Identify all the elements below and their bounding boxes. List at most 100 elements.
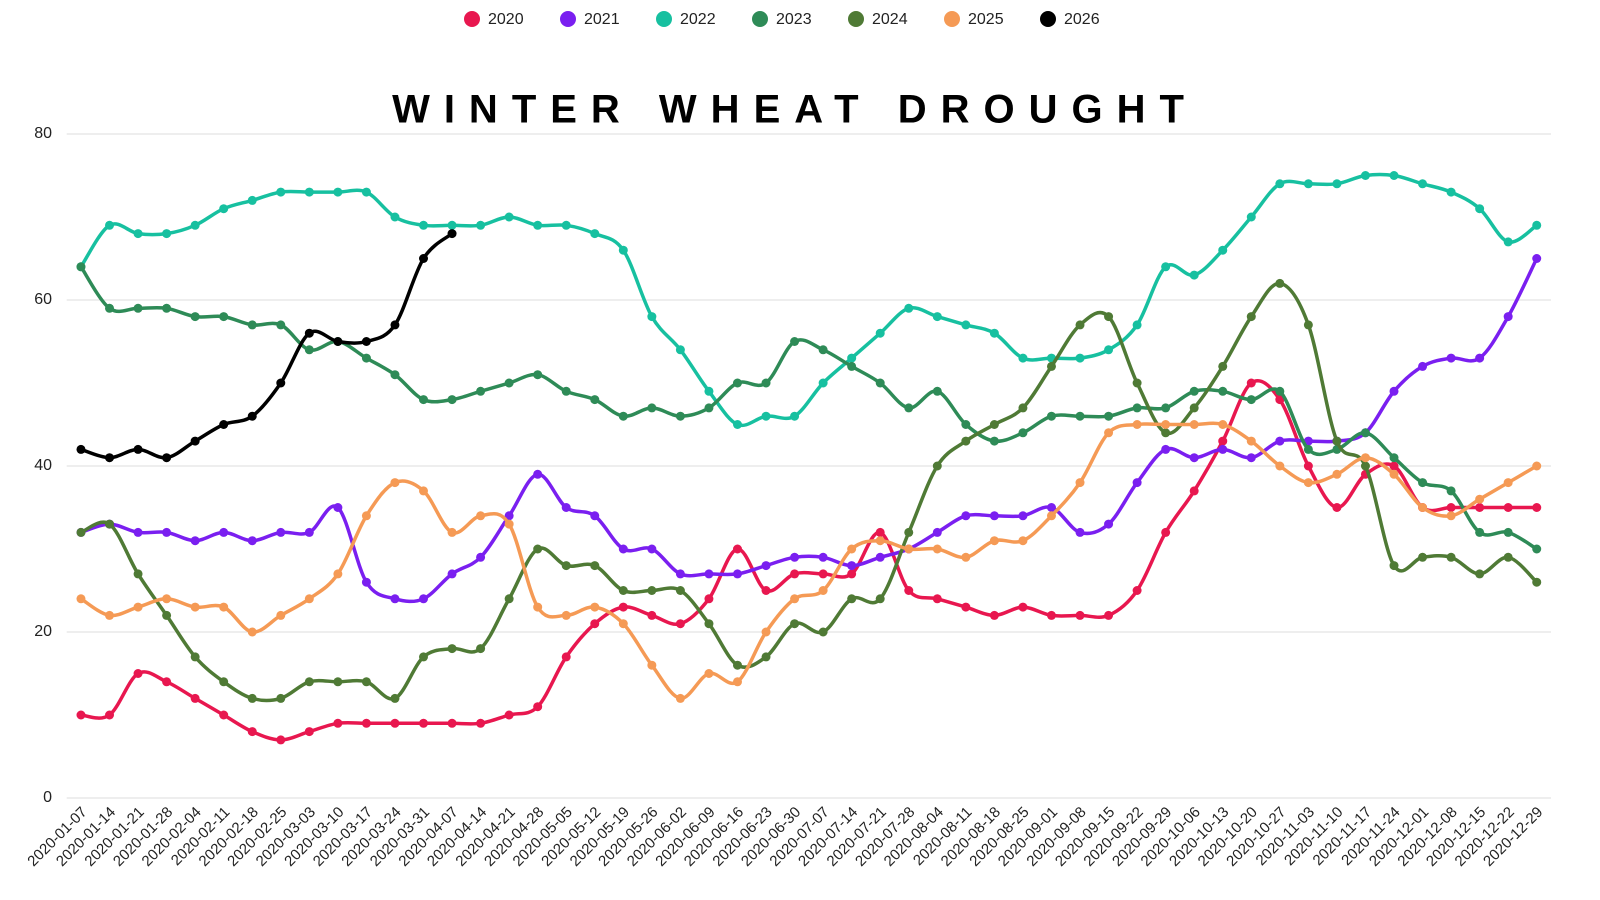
point (1275, 436, 1285, 446)
point (961, 511, 971, 521)
point (590, 602, 600, 612)
point (618, 411, 628, 421)
point (790, 594, 800, 604)
point (1303, 478, 1313, 488)
point (704, 594, 714, 604)
point (818, 627, 828, 637)
point (1332, 503, 1342, 512)
point (675, 569, 685, 579)
point (647, 312, 657, 322)
point (1246, 453, 1256, 463)
point (247, 627, 257, 637)
point (647, 586, 657, 595)
point (1446, 486, 1456, 496)
point (504, 519, 514, 529)
point (390, 478, 400, 488)
point (1275, 278, 1285, 288)
legend-marker (656, 11, 672, 27)
point (561, 503, 571, 512)
point (790, 552, 800, 562)
point (1275, 179, 1285, 189)
point (533, 602, 543, 612)
point (647, 610, 657, 620)
point (105, 519, 115, 529)
point (847, 353, 857, 363)
point (1503, 478, 1513, 488)
point (1418, 179, 1428, 189)
point (190, 312, 200, 322)
point (590, 229, 600, 239)
legend-marker (944, 11, 960, 27)
point (1503, 503, 1513, 512)
legend-marker (848, 11, 864, 27)
point (904, 586, 914, 595)
point (162, 677, 172, 687)
point (1503, 552, 1513, 562)
point (1218, 386, 1228, 396)
point (618, 602, 628, 612)
y-tick-label: 20 (34, 623, 52, 640)
point (190, 602, 200, 612)
point (504, 511, 514, 521)
point (732, 420, 742, 429)
point (1275, 395, 1285, 405)
point (361, 511, 371, 521)
line (80, 421, 1538, 701)
point (390, 320, 400, 330)
point (790, 619, 800, 629)
point (133, 444, 143, 454)
point (675, 693, 685, 703)
point (1046, 511, 1056, 521)
point (162, 303, 172, 313)
point (1246, 395, 1256, 405)
point (675, 586, 685, 595)
point (533, 544, 543, 554)
point (1132, 478, 1142, 488)
point (1446, 552, 1456, 562)
point (247, 411, 257, 421)
point (1275, 386, 1285, 396)
point (133, 602, 143, 612)
point (190, 693, 200, 703)
point (105, 303, 115, 313)
point (1303, 179, 1313, 189)
point (1189, 486, 1199, 496)
point (732, 569, 742, 579)
point (1104, 519, 1114, 529)
point (1218, 436, 1228, 446)
point (1189, 403, 1199, 413)
point (105, 453, 115, 463)
point (133, 527, 143, 537)
point (276, 610, 286, 620)
point (333, 718, 343, 728)
point (76, 444, 86, 454)
point (190, 652, 200, 662)
point (447, 644, 457, 654)
point (847, 561, 857, 571)
point (361, 577, 371, 587)
point (1018, 428, 1028, 438)
point (932, 527, 942, 537)
point (447, 220, 457, 230)
point (1475, 569, 1485, 579)
point (219, 602, 229, 612)
point (818, 586, 828, 595)
point (1018, 353, 1028, 363)
point (590, 561, 600, 571)
point (1104, 411, 1114, 421)
line (80, 378, 1537, 742)
line (80, 232, 454, 460)
point (1446, 503, 1456, 512)
point (1161, 262, 1171, 272)
legend-marker (752, 11, 768, 27)
point (647, 403, 657, 413)
point (1303, 444, 1313, 454)
point (961, 436, 971, 446)
point (989, 328, 999, 338)
point (1360, 171, 1370, 180)
chart-title: WINTER WHEAT DROUGHT (392, 88, 1198, 132)
point (105, 710, 115, 720)
point (219, 420, 229, 429)
point (1189, 420, 1199, 429)
point (1132, 378, 1142, 388)
